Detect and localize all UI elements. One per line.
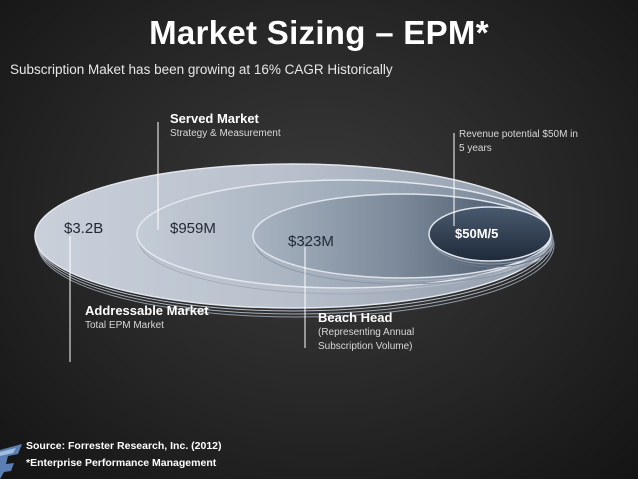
beach-head-description-line1: (Representing Annual bbox=[318, 327, 415, 338]
addressable-market-heading: Addressable Market bbox=[85, 303, 209, 318]
beach-head-value: $323M bbox=[288, 233, 334, 250]
source-note: Source: Forrester Research, Inc. (2012) … bbox=[26, 438, 222, 472]
revenue-potential-value: $50M/5 bbox=[455, 226, 499, 241]
beach-head-heading: Beach Head bbox=[318, 310, 393, 325]
page-title: Market Sizing – EPM* bbox=[149, 14, 489, 51]
footnote: *Enterprise Performance Management bbox=[26, 457, 217, 469]
served-market-value: $959M bbox=[170, 220, 216, 237]
beach-head-description-line2: Subscription Volume) bbox=[318, 341, 413, 352]
source-citation: Source: Forrester Research, Inc. (2012) bbox=[26, 440, 222, 452]
addressable-market-value: $3.2B bbox=[64, 220, 104, 237]
revenue-potential-line2: 5 years bbox=[459, 143, 492, 154]
served-market-description: Strategy & Measurement bbox=[170, 128, 281, 139]
page-subtitle: Subscription Maket has been growing at 1… bbox=[10, 62, 393, 77]
revenue-potential-line1: Revenue potential $50M in bbox=[459, 129, 578, 140]
served-market-heading: Served Market bbox=[170, 111, 259, 126]
company-logo-icon bbox=[0, 444, 22, 479]
addressable-market-description: Total EPM Market bbox=[85, 320, 164, 331]
revenue-potential-ellipse bbox=[428, 206, 554, 268]
